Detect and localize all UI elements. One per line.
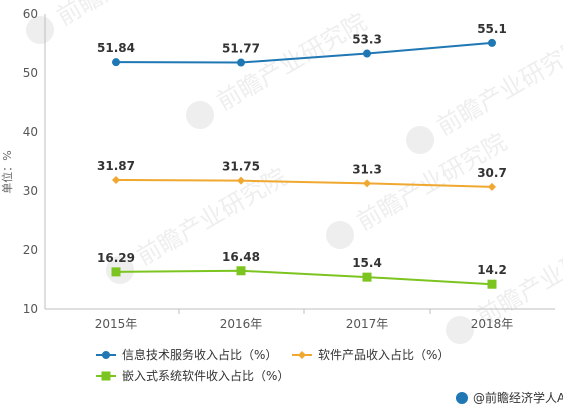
data-label: 14.2 <box>477 263 507 277</box>
data-point <box>362 272 372 282</box>
y-tick-label: 20 <box>23 243 38 257</box>
series-line <box>115 269 493 286</box>
data-point <box>363 179 371 188</box>
data-label: 16.48 <box>222 250 260 264</box>
watermark-mark: 前瞻产业研究院 <box>186 8 372 129</box>
x-tick-label: 2015年 <box>95 317 138 331</box>
x-tick-label: 2016年 <box>220 317 263 331</box>
legend-marker <box>101 371 111 381</box>
data-point <box>488 38 496 47</box>
data-label: 53.3 <box>352 33 382 47</box>
data-label: 15.4 <box>352 256 382 270</box>
data-point <box>237 58 245 67</box>
watermark-brand-text: 前瞻产业研究院 <box>432 33 563 141</box>
x-tick-label: 2018年 <box>471 317 514 331</box>
watermark-brand-text: 前瞻产业研究院 <box>132 163 291 271</box>
data-label: 31.87 <box>97 159 135 173</box>
footer-source: @前瞻经济学人APP <box>456 390 563 405</box>
y-tick-label: 10 <box>23 302 38 316</box>
legend-label: 信息技术服务收入占比（%） <box>122 347 277 362</box>
x-tick-group: 2015年 2016年 2017年 2018年 <box>95 309 514 331</box>
y-axis-title: 单位：% <box>0 150 14 193</box>
data-point <box>112 175 120 184</box>
data-label: 30.7 <box>477 166 507 180</box>
data-point <box>112 58 120 67</box>
x-tick-label: 2017年 <box>346 317 389 331</box>
y-tick-label: 60 <box>23 7 38 21</box>
data-point <box>487 279 497 289</box>
data-point <box>236 266 246 276</box>
legend-label: 软件产品收入占比（%） <box>318 347 449 362</box>
legend-label: 嵌入式系统软件收入占比（%） <box>122 368 289 383</box>
y-tick-label: 30 <box>23 184 38 198</box>
data-point <box>111 267 121 277</box>
y-tick-label: 50 <box>23 66 38 80</box>
brand-logo-icon <box>456 392 468 404</box>
series-3: 16.29 16.48 15.4 14.2 <box>97 250 507 289</box>
legend-marker <box>298 351 306 359</box>
data-point <box>363 49 371 58</box>
legend-item: 软件产品收入占比（%） <box>292 347 449 362</box>
series-2: 31.87 31.75 31.3 30.7 <box>97 159 507 191</box>
data-point <box>237 176 245 185</box>
series-line <box>115 41 493 64</box>
data-label: 31.3 <box>352 162 382 176</box>
watermark-brand-text: 前瞻产业研究院 <box>52 0 211 31</box>
legend: 信息技术服务收入占比（%） 软件产品收入占比（%） 嵌入式系统软件收入占比（%） <box>96 347 449 383</box>
y-tick-label: 40 <box>23 125 38 139</box>
data-label: 55.1 <box>477 22 507 36</box>
legend-item: 信息技术服务收入占比（%） <box>96 347 277 362</box>
legend-item: 嵌入式系统软件收入占比（%） <box>96 368 289 383</box>
series-group: 51.84 51.77 53.3 55.1 31.87 31.75 31.3 30.7 16.2… <box>97 22 507 289</box>
source-text: @前瞻经济学人APP <box>473 390 563 405</box>
data-label: 31.75 <box>222 160 260 174</box>
series-line <box>115 178 493 188</box>
legend-marker <box>102 351 110 359</box>
data-label: 51.84 <box>97 41 135 55</box>
data-label: 16.29 <box>97 251 135 265</box>
data-point <box>488 182 496 191</box>
series-1: 51.84 51.77 53.3 55.1 <box>97 22 507 67</box>
data-label: 51.77 <box>222 42 260 56</box>
y-tick-group: 10 20 30 40 50 60 <box>23 7 38 316</box>
